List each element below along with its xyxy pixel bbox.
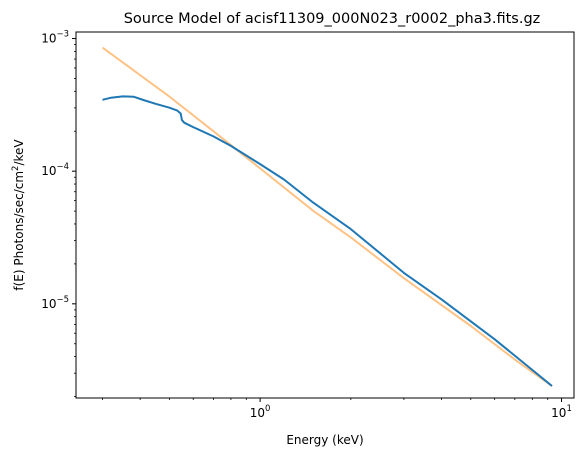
y-axis-label-sup: 2 [11, 166, 21, 171]
y-axis-label-unit: /keV [12, 139, 26, 166]
series-line-2 [101, 46, 553, 387]
plot-area [75, 31, 575, 399]
y-axis-ticks: 10−5 10−4 10−3 [41, 30, 76, 397]
chart-title: Source Model of acisf11309_000N023_r0002… [124, 11, 541, 27]
x-tick-label: 101 [551, 404, 572, 420]
y-tick-label: 10−3 [41, 30, 69, 46]
x-axis-label: Energy (keV) [286, 433, 363, 447]
x-axis-ticks: 100 101 [102, 398, 572, 420]
y-tick-label: 10−4 [41, 162, 69, 178]
y-axis-label: f(E) Photons/sec/cm2/keV [11, 139, 26, 291]
series-layer [101, 46, 553, 387]
x-tick-label: 100 [250, 404, 271, 420]
y-axis-label-main: f(E) Photons/sec/cm [12, 171, 26, 291]
y-tick-label: 10−5 [41, 295, 69, 311]
series-line-1 [102, 95, 553, 387]
